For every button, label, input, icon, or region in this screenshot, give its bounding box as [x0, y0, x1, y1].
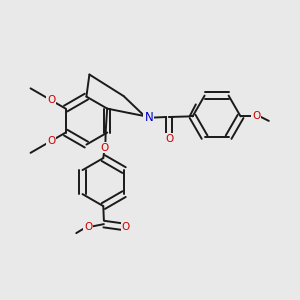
- Text: O: O: [84, 222, 92, 232]
- Text: O: O: [47, 95, 56, 105]
- Text: O: O: [101, 142, 109, 153]
- Text: O: O: [47, 136, 56, 146]
- Text: O: O: [252, 111, 260, 122]
- Text: N: N: [144, 111, 153, 124]
- Text: O: O: [122, 221, 130, 232]
- Text: O: O: [165, 134, 173, 144]
